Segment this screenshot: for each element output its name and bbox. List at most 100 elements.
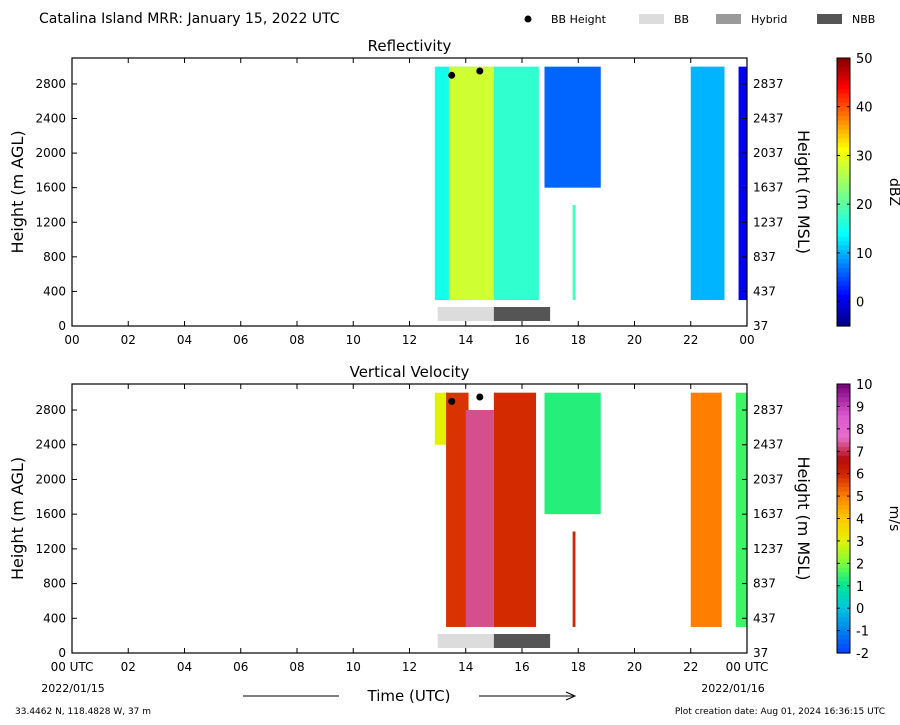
bb-height-point [476, 393, 484, 401]
location-label: 33.4462 N, 118.4828 W, 37 m [15, 707, 151, 717]
legend-label-nbb: NBB [852, 13, 875, 26]
colorbar-segment [837, 66, 850, 72]
colorbar-segment [837, 111, 850, 117]
colorbar-segment [837, 303, 850, 309]
colorbar-segment [837, 630, 850, 636]
panel-title: Vertical Velocity [350, 363, 470, 381]
colorbar-segment [837, 527, 850, 533]
y-axis-label: Height (m AGL) [8, 457, 27, 580]
colorbar-tick-label: 40 [856, 101, 873, 116]
colorbar-segment [837, 308, 850, 314]
y-axis-label: Height (m AGL) [8, 130, 27, 253]
x-tick-label: 22 [683, 660, 698, 674]
colorbar-segment [837, 518, 850, 524]
colorbar-segment [837, 165, 850, 171]
bright-band-bb [437, 307, 494, 321]
colorbar-segment [837, 84, 850, 90]
colorbar-tick-label: 20 [856, 198, 873, 213]
y-axis-label-right: Height (m MSL) [794, 130, 813, 254]
colorbar-segment [837, 644, 850, 650]
colorbar-tick-label: 3 [856, 535, 864, 550]
colorbar-segment [837, 401, 850, 408]
colorbar-segment [837, 187, 850, 193]
colorbar-segment [837, 321, 850, 327]
colorbar-segment [837, 218, 850, 224]
colorbar-segment [837, 500, 850, 506]
y-tick-label-right: 1237 [753, 215, 784, 229]
y-tick-label-right: 837 [753, 250, 776, 264]
colorbar-tick-label: 7 [856, 445, 864, 460]
legend-swatch-bb [639, 14, 664, 24]
colorbar-segment [837, 98, 850, 104]
colorbar-segment [837, 509, 850, 515]
echo-region [544, 66, 601, 188]
colorbar-segment [837, 531, 850, 538]
y-tick-label-right: 837 [753, 577, 776, 591]
colorbar-segment [837, 245, 850, 251]
colorbar-segment [837, 437, 850, 443]
colorbar-segment [837, 603, 850, 609]
colorbar-segment [837, 590, 850, 596]
x-tick-label: 18 [571, 660, 586, 674]
colorbar-segment [837, 142, 850, 148]
bb-height-point [476, 67, 484, 75]
colorbar-segment [837, 576, 850, 582]
x-tick-label: 14 [458, 333, 473, 347]
colorbar-segment [837, 236, 850, 242]
colorbar-tick-label: 0 [856, 602, 864, 617]
colorbar-segment [837, 276, 850, 282]
x-tick-label: 10 [346, 660, 361, 674]
colorbar-segment [837, 482, 850, 488]
x-tick-label: 00 UTC [726, 660, 769, 674]
colorbar-segment [837, 599, 850, 605]
echo-region [544, 392, 601, 515]
legend-marker-bb-height [524, 15, 532, 23]
colorbar-segment [837, 540, 850, 546]
x-tick-label: 00 UTC [51, 660, 94, 674]
colorbar-tick-label: 10 [856, 247, 873, 262]
colorbar-segment [837, 536, 850, 542]
legend-swatch-nbb [817, 14, 842, 24]
y-tick-label: 1600 [35, 181, 66, 195]
colorbar-segment [837, 419, 850, 425]
colorbar-segment [837, 259, 850, 265]
colorbar-segment [837, 496, 850, 502]
x-tick-label: 12 [402, 333, 417, 347]
y-tick-label: 400 [43, 284, 66, 298]
colorbar-segment [837, 214, 850, 220]
legend-label-bb-height: BB Height [551, 13, 607, 26]
echo-region [465, 410, 494, 627]
colorbar-segment [837, 267, 850, 273]
colorbar-segment [837, 254, 850, 260]
colorbar-segment [837, 75, 850, 81]
colorbar-segment [837, 80, 850, 86]
y-tick-label: 2000 [35, 146, 66, 160]
x-tick-label: 14 [458, 660, 473, 674]
colorbar-segment [837, 232, 850, 238]
colorbar-segment [837, 460, 850, 466]
colorbar-segment [837, 433, 850, 439]
colorbar-segment [837, 522, 850, 529]
colorbar-segment [837, 312, 850, 318]
colorbar-segment [837, 129, 850, 135]
colorbar-segment [837, 200, 850, 206]
colorbar-segment [837, 58, 850, 64]
colorbar-frame [836, 57, 851, 327]
colorbar-tick-label: -2 [856, 647, 869, 662]
colorbar-segment [837, 384, 850, 390]
x-tick-label: 16 [514, 333, 529, 347]
y-tick-label: 1200 [35, 542, 66, 556]
bb-height-point [448, 71, 456, 79]
x-axis-label: Time (UTC) [367, 687, 451, 705]
colorbar-segment [837, 241, 850, 247]
colorbar-segment [837, 107, 850, 113]
colorbar-segment [837, 196, 850, 202]
colorbar-segment [837, 406, 850, 412]
colorbar-segment [837, 209, 850, 215]
colorbar-segment [837, 581, 850, 587]
colorbar-segment [837, 205, 850, 211]
time-arrow-head [565, 691, 577, 701]
